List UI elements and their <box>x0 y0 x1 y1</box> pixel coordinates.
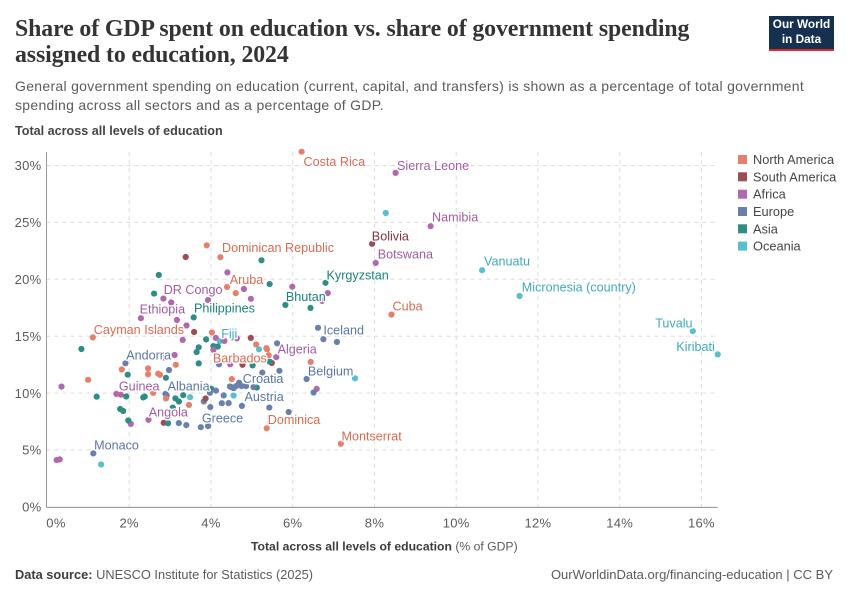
svg-text:16%: 16% <box>688 516 715 531</box>
svg-text:Albania: Albania <box>168 379 210 393</box>
svg-text:Dominican Republic: Dominican Republic <box>222 241 334 255</box>
svg-text:Philippines: Philippines <box>194 301 255 315</box>
svg-text:Greece: Greece <box>202 411 243 425</box>
svg-text:Costa Rica: Costa Rica <box>304 155 366 169</box>
svg-text:Iceland: Iceland <box>323 324 364 338</box>
svg-text:Africa: Africa <box>753 187 787 202</box>
svg-text:15%: 15% <box>15 329 42 344</box>
svg-text:Kiribati: Kiribati <box>676 340 715 354</box>
svg-text:North America: North America <box>753 152 835 167</box>
svg-text:Aruba: Aruba <box>230 273 264 287</box>
svg-text:Austria: Austria <box>245 390 284 404</box>
svg-text:Micronesia (country): Micronesia (country) <box>522 281 636 295</box>
svg-text:25%: 25% <box>15 215 42 230</box>
svg-text:Belgium: Belgium <box>308 364 354 378</box>
svg-text:Botswana: Botswana <box>378 248 433 262</box>
svg-text:Vanuatu: Vanuatu <box>484 255 530 269</box>
svg-text:Angola: Angola <box>149 406 188 420</box>
svg-text:Barbados: Barbados <box>213 351 267 365</box>
svg-text:10%: 10% <box>15 386 42 401</box>
svg-text:Algeria: Algeria <box>278 343 317 357</box>
svg-text:12%: 12% <box>524 516 551 531</box>
svg-text:Sierra Leone: Sierra Leone <box>397 159 469 173</box>
svg-text:5%: 5% <box>22 443 42 458</box>
svg-text:0%: 0% <box>46 516 66 531</box>
svg-text:10%: 10% <box>443 516 470 531</box>
svg-text:Kyrgyzstan: Kyrgyzstan <box>327 268 389 282</box>
svg-text:14%: 14% <box>606 516 633 531</box>
svg-text:Namibia: Namibia <box>432 211 478 225</box>
svg-text:Oceania: Oceania <box>753 239 802 254</box>
svg-text:Bhutan: Bhutan <box>286 290 326 304</box>
svg-text:4%: 4% <box>201 516 221 531</box>
svg-text:Cuba: Cuba <box>393 299 423 313</box>
svg-text:Ethiopia: Ethiopia <box>140 303 186 317</box>
svg-text:Tuvalu: Tuvalu <box>655 317 692 331</box>
svg-text:Fiji: Fiji <box>221 327 237 341</box>
svg-text:30%: 30% <box>15 158 42 173</box>
svg-text:Monaco: Monaco <box>94 438 139 452</box>
svg-text:2%: 2% <box>120 516 140 531</box>
svg-text:Croatia: Croatia <box>243 372 284 386</box>
svg-text:8%: 8% <box>365 516 385 531</box>
svg-text:0%: 0% <box>22 500 42 515</box>
svg-text:6%: 6% <box>283 516 303 531</box>
svg-text:Montserrat: Montserrat <box>342 429 403 443</box>
svg-text:Andorra: Andorra <box>126 349 171 363</box>
svg-text:DR Congo: DR Congo <box>164 283 223 297</box>
svg-text:Cayman Islands: Cayman Islands <box>94 323 184 337</box>
svg-text:Bolivia: Bolivia <box>372 230 409 244</box>
svg-text:Guinea: Guinea <box>119 379 160 393</box>
svg-text:Asia: Asia <box>753 221 779 236</box>
svg-text:20%: 20% <box>15 272 42 287</box>
svg-text:Total across all levels of edu: Total across all levels of education (% … <box>251 540 518 554</box>
svg-text:Dominica: Dominica <box>268 413 321 427</box>
svg-text:South America: South America <box>753 169 837 184</box>
svg-text:Europe: Europe <box>753 204 794 219</box>
